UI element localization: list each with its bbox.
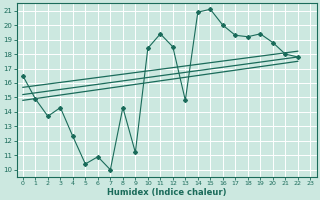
X-axis label: Humidex (Indice chaleur): Humidex (Indice chaleur) <box>107 188 226 197</box>
